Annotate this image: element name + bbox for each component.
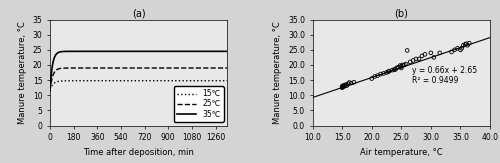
Point	[368, 77, 376, 80]
Point	[344, 82, 352, 85]
Point	[402, 63, 410, 65]
Point	[448, 51, 456, 53]
35℃	[134, 50, 140, 52]
Point	[386, 70, 394, 72]
15℃	[164, 80, 170, 82]
Point	[340, 84, 348, 87]
Legend: 15℃, 25℃, 35℃: 15℃, 25℃, 35℃	[174, 86, 224, 122]
Point	[418, 55, 426, 57]
35℃	[134, 50, 140, 52]
Line: 35℃: 35℃	[50, 51, 228, 91]
25℃	[47, 90, 53, 92]
Point	[462, 43, 470, 45]
35℃	[220, 50, 226, 52]
Line: 25℃: 25℃	[50, 68, 228, 91]
Point	[343, 84, 351, 87]
Point	[398, 67, 406, 69]
Point	[403, 49, 411, 52]
35℃	[187, 50, 193, 52]
Title: (b): (b)	[394, 9, 408, 19]
Line: 15℃: 15℃	[50, 81, 228, 89]
25℃	[220, 67, 226, 69]
Point	[340, 85, 347, 88]
Point	[338, 86, 346, 88]
25℃	[187, 67, 193, 69]
Point	[388, 69, 396, 71]
15℃	[128, 80, 134, 82]
Point	[376, 73, 384, 75]
Point	[460, 44, 468, 47]
Point	[394, 66, 402, 68]
Point	[461, 43, 469, 46]
Point	[338, 86, 346, 89]
Point	[412, 58, 420, 60]
15℃	[220, 80, 226, 82]
Y-axis label: Manure temperature, °C: Manure temperature, °C	[274, 21, 282, 124]
Point	[464, 44, 471, 47]
15℃	[134, 80, 140, 82]
Point	[436, 52, 444, 54]
Point	[398, 64, 406, 66]
Point	[382, 71, 390, 74]
25℃	[128, 67, 134, 69]
Point	[370, 75, 378, 78]
Point	[342, 83, 349, 86]
15℃	[187, 80, 193, 82]
Point	[450, 49, 458, 51]
Point	[338, 85, 346, 88]
Point	[421, 53, 429, 56]
Point	[398, 65, 406, 68]
Point	[341, 84, 349, 87]
Point	[427, 52, 435, 54]
Text: y = 0.66x + 2.65
R² = 0.9499: y = 0.66x + 2.65 R² = 0.9499	[412, 66, 477, 85]
Point	[380, 72, 388, 75]
Y-axis label: Manure temperature, °C: Manure temperature, °C	[18, 21, 27, 124]
Point	[340, 85, 348, 88]
X-axis label: Time after deposition, min: Time after deposition, min	[84, 148, 194, 157]
35℃	[56, 51, 62, 53]
Point	[456, 49, 464, 51]
25℃	[224, 67, 230, 69]
25℃	[56, 68, 62, 70]
35℃	[47, 90, 53, 92]
Point	[392, 67, 400, 69]
25℃	[220, 67, 226, 69]
Point	[392, 68, 400, 71]
15℃	[220, 80, 226, 82]
Title: (a): (a)	[132, 9, 145, 19]
Point	[384, 70, 392, 73]
25℃	[134, 67, 140, 69]
25℃	[142, 67, 148, 69]
15℃	[56, 80, 62, 82]
Point	[430, 56, 438, 59]
Point	[458, 47, 466, 50]
35℃	[224, 50, 230, 52]
Point	[350, 81, 358, 83]
Point	[454, 47, 462, 50]
Point	[338, 85, 346, 88]
Point	[347, 82, 355, 84]
15℃	[224, 80, 230, 82]
Point	[400, 64, 408, 66]
35℃	[128, 50, 134, 52]
X-axis label: Air temperature, °C: Air temperature, °C	[360, 148, 442, 157]
Point	[338, 85, 346, 87]
Point	[409, 59, 417, 62]
Point	[396, 64, 404, 67]
15℃	[47, 88, 53, 90]
Point	[415, 58, 423, 60]
Point	[406, 61, 414, 63]
Point	[390, 68, 398, 71]
Point	[374, 74, 382, 77]
35℃	[220, 50, 226, 52]
Point	[345, 81, 353, 84]
Point	[466, 42, 473, 44]
